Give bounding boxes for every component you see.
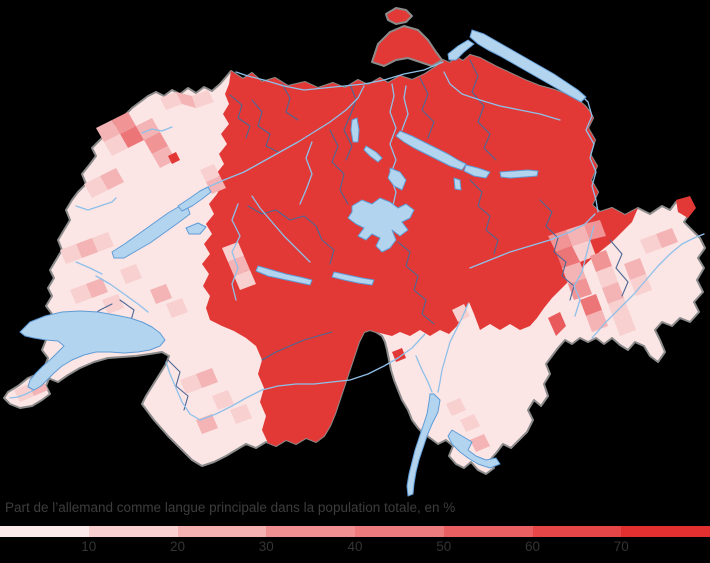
- lake-neuchatel: [111, 205, 191, 259]
- lake-untersee: [447, 39, 475, 61]
- reuss-river: [389, 83, 397, 211]
- thur-river: [443, 71, 561, 121]
- aare-river: [251, 195, 311, 263]
- legend-tick-label: 20: [169, 539, 186, 554]
- rhine-river: [235, 61, 444, 91]
- alpine-rhine-river: [579, 93, 599, 213]
- lake-geneva: [19, 310, 166, 391]
- legend-ticks: 10 20 30 40 50 60 70: [0, 537, 710, 557]
- legend-tick-label: 50: [436, 539, 452, 554]
- german-speaking-region: [202, 55, 638, 446]
- legend-tick-label: 40: [347, 539, 363, 554]
- lake-sihl: [453, 177, 462, 191]
- inn-river: [591, 233, 705, 339]
- legend-color-segment: [621, 526, 710, 537]
- lake-walen: [499, 169, 539, 179]
- lake-constance: [469, 29, 587, 103]
- german-enclave-bosco-gurin: [392, 348, 406, 362]
- legend-tick-label: 60: [524, 539, 541, 554]
- legend: Part de l’allemand comme langue principa…: [0, 497, 710, 557]
- lake-obersee: [463, 164, 491, 179]
- lake-zurich: [395, 130, 467, 171]
- lake-thun: [255, 265, 313, 286]
- lake-maggiore: [406, 393, 441, 497]
- rhone-river: [165, 333, 426, 421]
- legend-color-segment: [0, 526, 89, 537]
- legend-bar: [0, 526, 710, 537]
- broye-river: [95, 275, 149, 313]
- lake-zug: [387, 167, 407, 191]
- legend-color-segment: [266, 526, 355, 537]
- limmat-river: [401, 85, 409, 131]
- ticino-river: [437, 303, 469, 393]
- legend-color-segment: [88, 526, 178, 537]
- legend-color-segment: [177, 526, 267, 537]
- german-enclave-jura: [168, 152, 180, 164]
- lake-lucerne: [347, 197, 415, 253]
- legend-tick-label: 70: [613, 539, 629, 554]
- lake-murten: [185, 222, 207, 235]
- vorderrhein-river: [469, 213, 596, 269]
- doubs-river: [75, 197, 117, 211]
- legend-color-segment: [355, 526, 444, 537]
- emme-river: [299, 141, 313, 205]
- map-caption: Part de l’allemand comme langue principa…: [5, 500, 456, 515]
- lake-brienz: [331, 271, 375, 286]
- rhone-river: [9, 389, 35, 399]
- schaffhausen-exclaves: [371, 7, 443, 67]
- lake-hallwil: [350, 117, 360, 143]
- aare-river: [205, 85, 365, 189]
- lake-sempach: [363, 145, 383, 163]
- language-map: [3, 7, 706, 497]
- german-enclave-samnaun: [676, 196, 696, 218]
- lake-lugano: [447, 429, 501, 469]
- lakes: [19, 29, 587, 497]
- maggia-river: [415, 355, 433, 393]
- hinterrhein-river: [573, 225, 595, 317]
- switzerland-map-svg: [3, 7, 706, 497]
- legend-tick-label: 30: [258, 539, 274, 554]
- doubs-river: [141, 126, 173, 134]
- rivers: [9, 61, 705, 421]
- legend-tick-label: 10: [81, 539, 97, 554]
- legend-color-segment: [443, 526, 533, 537]
- sarine-river: [231, 203, 241, 301]
- orbe-river: [75, 261, 103, 275]
- legend-color-segment: [532, 526, 622, 537]
- lake-biel: [177, 186, 212, 212]
